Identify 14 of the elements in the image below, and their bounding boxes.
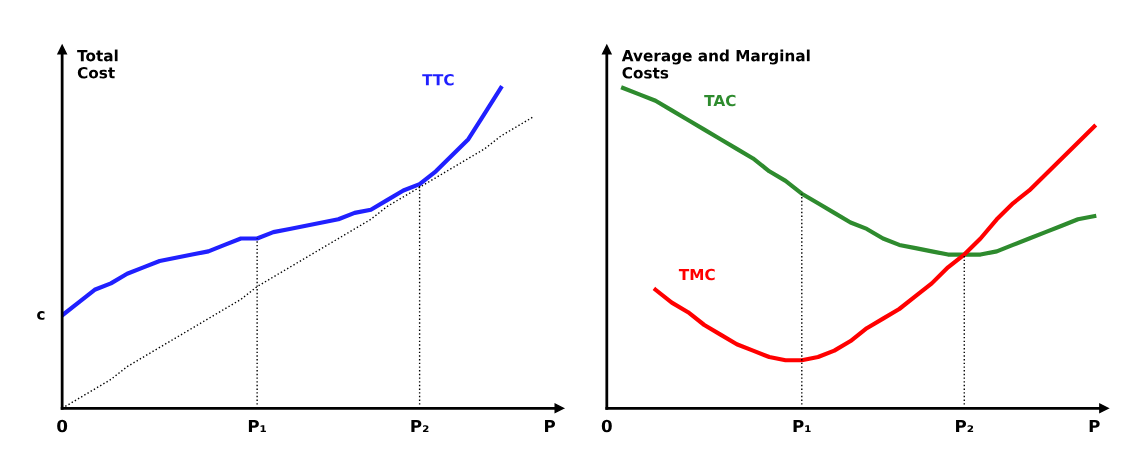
series-label: TMC	[678, 268, 715, 281]
x-tick-label: P₁	[793, 419, 811, 433]
x-tick-label: 0	[601, 419, 612, 433]
text: TTC	[422, 73, 454, 86]
text: c	[37, 311, 45, 320]
y-axis-title: Average and Marginal Costs	[621, 49, 810, 79]
x-tick-label: P	[545, 419, 556, 433]
x-tick-label: P₂	[956, 419, 974, 433]
x-tick-label: P	[1089, 419, 1100, 433]
series-label: TAC	[704, 94, 736, 107]
x-tick-label: P₂	[411, 419, 429, 433]
x-tick-label: 0	[57, 419, 68, 433]
y-axis-title: Total Cost	[77, 49, 118, 79]
x-tick-label: P₁	[248, 419, 266, 433]
